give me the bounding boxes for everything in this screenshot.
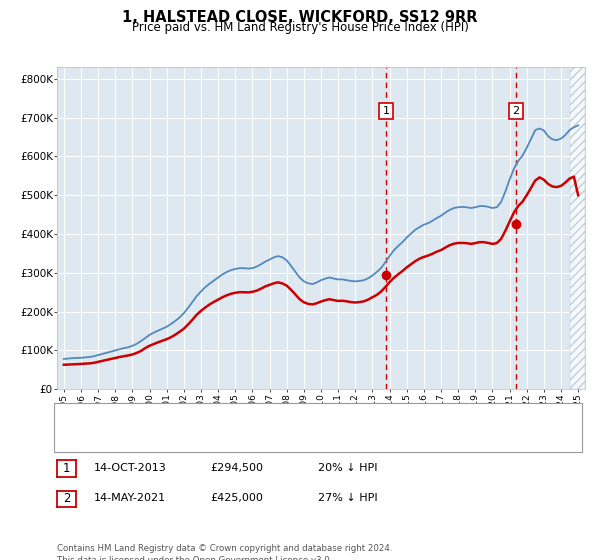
- Text: 1: 1: [63, 461, 70, 475]
- Text: 1: 1: [382, 106, 389, 116]
- Text: 14-OCT-2013: 14-OCT-2013: [94, 463, 167, 473]
- Text: 27% ↓ HPI: 27% ↓ HPI: [318, 493, 377, 503]
- Text: 1, HALSTEAD CLOSE, WICKFORD, SS12 9RR: 1, HALSTEAD CLOSE, WICKFORD, SS12 9RR: [122, 10, 478, 25]
- Text: 14-MAY-2021: 14-MAY-2021: [94, 493, 166, 503]
- Text: Price paid vs. HM Land Registry's House Price Index (HPI): Price paid vs. HM Land Registry's House …: [131, 21, 469, 34]
- Text: HPI: Average price, detached house, Basildon: HPI: Average price, detached house, Basi…: [98, 433, 325, 443]
- Text: £294,500: £294,500: [210, 463, 263, 473]
- Text: 2: 2: [63, 492, 70, 506]
- Text: Contains HM Land Registry data © Crown copyright and database right 2024.
This d: Contains HM Land Registry data © Crown c…: [57, 544, 392, 560]
- Text: 20% ↓ HPI: 20% ↓ HPI: [318, 463, 377, 473]
- Text: 1, HALSTEAD CLOSE, WICKFORD, SS12 9RR (detached house): 1, HALSTEAD CLOSE, WICKFORD, SS12 9RR (d…: [98, 413, 405, 423]
- Text: 2: 2: [512, 106, 520, 116]
- Text: £425,000: £425,000: [210, 493, 263, 503]
